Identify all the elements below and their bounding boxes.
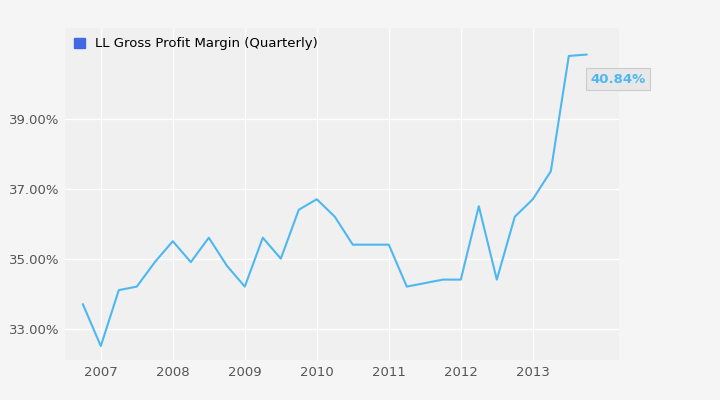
Text: 40.84%: 40.84% xyxy=(590,72,646,86)
Legend: LL Gross Profit Margin (Quarterly): LL Gross Profit Margin (Quarterly) xyxy=(71,34,320,53)
